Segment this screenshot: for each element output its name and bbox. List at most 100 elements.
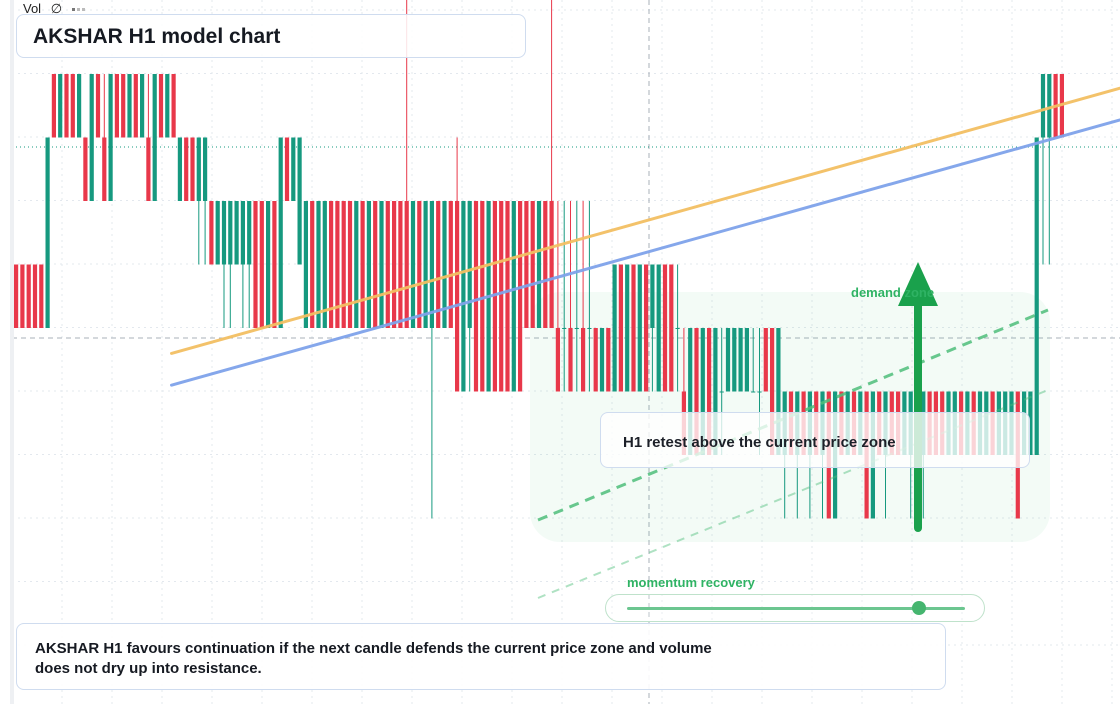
candle-body xyxy=(342,201,346,328)
candle-body xyxy=(102,138,106,202)
candle-body xyxy=(726,328,730,392)
candle-body xyxy=(732,328,736,392)
momentum-slider[interactable] xyxy=(605,594,985,622)
candle-body xyxy=(430,201,434,328)
candle-body xyxy=(474,201,478,392)
candle-body xyxy=(190,138,194,202)
candle-body xyxy=(83,138,87,202)
candle-body xyxy=(33,265,37,329)
candle-body xyxy=(115,74,119,138)
chart-title: AKSHAR H1 model chart xyxy=(33,25,280,49)
candle-body xyxy=(575,328,579,329)
candle-body xyxy=(480,201,484,392)
candle-body xyxy=(58,74,62,138)
candle-body xyxy=(140,74,144,138)
candle-body xyxy=(228,201,232,265)
candle-body xyxy=(518,201,522,392)
candle-body xyxy=(745,328,749,392)
candle-body xyxy=(556,328,560,392)
title-card: AKSHAR H1 model chart xyxy=(16,14,526,58)
candle-body xyxy=(594,328,598,392)
candle-body xyxy=(581,328,585,392)
candle-body xyxy=(676,328,680,329)
candle-body xyxy=(411,201,415,328)
candle-body xyxy=(172,74,176,138)
candle-body xyxy=(77,74,81,138)
candle-body xyxy=(663,265,667,392)
candle-body xyxy=(531,201,535,328)
candle-body xyxy=(568,328,572,392)
candle-body xyxy=(606,328,610,392)
candle-body xyxy=(468,201,472,328)
note-text: AKSHAR H1 favours continuation if the ne… xyxy=(35,639,735,679)
candle-body xyxy=(216,201,220,265)
candle-body xyxy=(764,328,768,392)
note-card: AKSHAR H1 favours continuation if the ne… xyxy=(16,623,946,690)
left-scale-edge xyxy=(10,0,14,704)
momentum-knob[interactable] xyxy=(912,601,926,615)
candle-body xyxy=(134,74,138,138)
candle-body xyxy=(197,138,201,202)
candle-body xyxy=(379,201,383,328)
candle-body xyxy=(127,74,131,138)
candle-body xyxy=(109,74,113,201)
candle-body xyxy=(285,138,289,202)
candle-body xyxy=(373,201,377,328)
candle-body xyxy=(71,74,75,138)
candle-body xyxy=(424,201,428,328)
candle-body xyxy=(499,201,503,392)
candle-body xyxy=(310,201,314,328)
candle-body xyxy=(669,265,673,392)
candle-body xyxy=(650,265,654,329)
candle-body xyxy=(96,74,100,138)
candle-body xyxy=(279,138,283,329)
candle-body xyxy=(178,138,182,202)
candle-body xyxy=(241,201,245,265)
candle-body xyxy=(631,265,635,392)
candle-body xyxy=(1047,74,1051,138)
candle-body xyxy=(562,328,566,329)
candle-body xyxy=(27,265,31,329)
candle-body xyxy=(272,201,276,328)
candle-body xyxy=(354,201,358,328)
candle-body xyxy=(619,265,623,392)
candle-body xyxy=(1041,74,1045,138)
candle-body xyxy=(14,265,18,329)
candle-body xyxy=(260,201,264,328)
candle-body xyxy=(52,74,56,138)
candle-body xyxy=(298,138,302,265)
candle-body xyxy=(386,201,390,328)
candle-body xyxy=(291,138,295,202)
candle-body xyxy=(644,265,648,392)
candle-body xyxy=(316,201,320,328)
candle-body xyxy=(203,138,207,202)
annotation-card: H1 retest above the current price zone xyxy=(600,412,1030,468)
candle-body xyxy=(90,74,94,201)
candle-body xyxy=(146,138,150,202)
candle-body xyxy=(405,201,409,328)
candle-body xyxy=(625,265,629,392)
candle-body xyxy=(398,201,402,328)
candle-body xyxy=(657,265,661,392)
candle-body xyxy=(739,328,743,392)
candle-body xyxy=(1035,138,1039,456)
candle-body xyxy=(543,201,547,328)
candle-body xyxy=(235,201,239,265)
candle-body xyxy=(455,201,459,392)
candle-body xyxy=(209,201,213,265)
candle-body xyxy=(348,201,352,328)
candle-body xyxy=(417,201,421,328)
candle-body xyxy=(367,201,371,328)
candle-body xyxy=(550,201,554,328)
candle-body xyxy=(720,392,724,393)
candle-body xyxy=(613,265,617,392)
candle-body xyxy=(247,201,251,265)
candle-body xyxy=(266,201,270,328)
candle-body xyxy=(121,74,125,138)
candle-body xyxy=(46,138,50,329)
candle-body xyxy=(184,138,188,202)
candle-body xyxy=(751,392,755,393)
candle-body xyxy=(39,265,43,329)
candle-body xyxy=(600,328,604,392)
